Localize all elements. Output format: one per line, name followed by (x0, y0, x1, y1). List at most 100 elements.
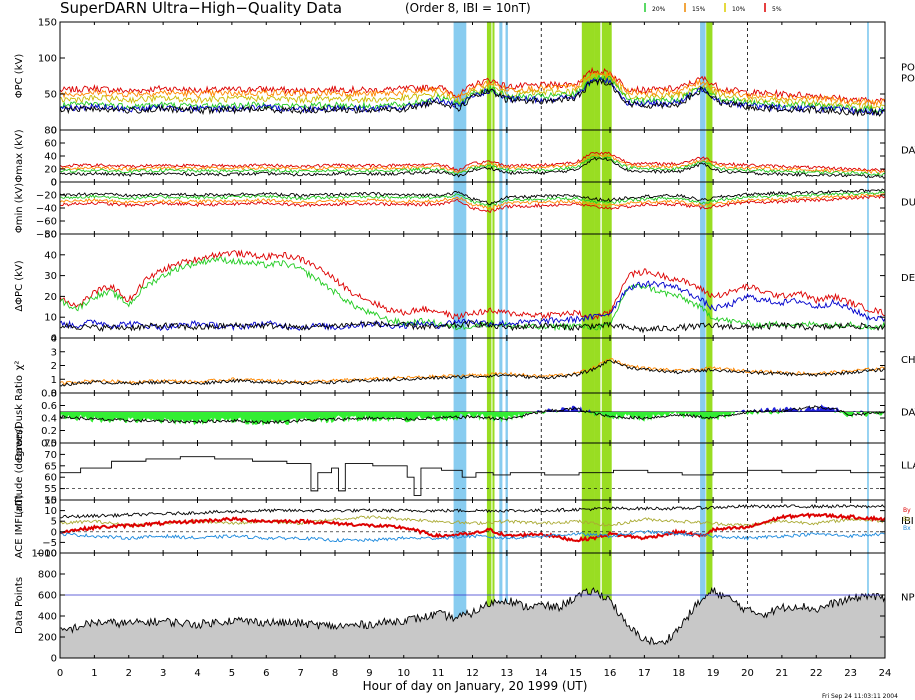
y-tick-label: 60 (44, 473, 57, 484)
x-tick-label: 19 (707, 668, 720, 679)
highlight-band (700, 443, 706, 500)
highlight-band (486, 338, 492, 393)
panel-chi_sq: 0 1 2 3 4 χ² CH (14, 334, 915, 400)
highlight-band (581, 22, 595, 130)
highlight-band (505, 500, 508, 553)
right-label: NP (901, 592, 915, 603)
y-axis-label: χ² (14, 361, 25, 371)
highlight-band (706, 22, 713, 130)
highlight-band (499, 443, 503, 500)
y-tick-label: 4 (51, 334, 57, 345)
y-tick-label: 75 (44, 439, 57, 450)
right-label: DAY (901, 145, 915, 156)
x-tick-label: 15 (569, 668, 582, 679)
x-tick-label: 1 (91, 668, 97, 679)
y-tick-label: 0 (51, 178, 57, 189)
highlight-band (594, 234, 601, 338)
x-tick-label: 3 (160, 668, 166, 679)
y-tick-label: 80 (44, 126, 57, 137)
highlight-band (867, 393, 869, 443)
y-tick-label: 100 (38, 54, 57, 65)
y-tick-label: 0.0 (41, 439, 57, 450)
highlight-band (601, 234, 612, 338)
highlight-band (492, 443, 495, 500)
series-line-red (60, 194, 885, 214)
x-tick-label: 20 (741, 668, 754, 679)
highlight-band (505, 22, 508, 130)
y-tick-label: 20 (44, 165, 57, 176)
y-tick-label: 0 (51, 178, 57, 189)
x-tick-label: 13 (501, 668, 514, 679)
y-axis-label: Dawn/Dusk Ratio (14, 375, 25, 461)
series-line-black (60, 503, 885, 519)
x-tick-label: 10 (397, 668, 410, 679)
panel-delta_phi: 0 10 20 30 40 50 ΔΦPC (kV) DE (14, 230, 915, 345)
series-line-black (60, 405, 885, 425)
panel-plot (60, 66, 885, 117)
highlight-band (499, 22, 503, 130)
x-tick-label: 17 (638, 668, 651, 679)
highlight-band (581, 393, 595, 443)
y-tick-label: 60 (44, 139, 57, 150)
x-tick-label: 6 (263, 668, 269, 679)
chart-title: SuperDARN Ultra−High−Quality Data (60, 0, 342, 17)
y-tick-label: −80 (36, 230, 57, 241)
highlight-band (700, 182, 706, 234)
right-label: DE (901, 273, 915, 284)
panel-plot (60, 358, 885, 387)
y-tick-label: 600 (38, 591, 57, 602)
y-tick-label: 40 (44, 250, 57, 261)
panel-plot (60, 188, 885, 214)
highlight-band (601, 500, 612, 553)
highlight-band (492, 338, 495, 393)
right-label: IBI (901, 516, 914, 527)
highlight-band (594, 182, 601, 234)
legend: 20% 15% 10% 5% (644, 3, 782, 13)
highlight-band (505, 338, 508, 393)
y-tick-label: 200 (38, 633, 57, 644)
panel-frame (59, 442, 886, 501)
series-line-green (60, 156, 885, 176)
series-line-red (60, 512, 885, 543)
panel-plot (60, 151, 885, 179)
highlight-band (581, 338, 595, 393)
y-tick-label: 3 (51, 347, 57, 358)
highlight-band (594, 500, 601, 553)
panel-plot (60, 586, 885, 658)
series-line-black (60, 319, 885, 334)
y-tick-label: −5 (42, 538, 57, 549)
x-axis-label: Hour of day on January, 20 1999 (UT) (363, 679, 588, 693)
panel-frame (59, 337, 886, 394)
panel-phi_min: −80 −60 −40 −20 0 Φmin (kV) DU (14, 178, 915, 241)
highlight-band (505, 443, 508, 500)
x-tick-label: 12 (466, 668, 479, 679)
panel-plot (60, 456, 885, 496)
highlight-band (505, 234, 508, 338)
x-tick-label: 22 (810, 668, 823, 679)
x-tick-label: 9 (366, 668, 372, 679)
highlight-band (700, 22, 706, 130)
y-tick-label: 15 (44, 496, 57, 507)
y-tick-label: 40 (44, 152, 57, 163)
highlight-band (505, 130, 508, 182)
panel-npoints: 0 200 400 600 800 1000 Data Points NP (14, 549, 915, 665)
y-tick-label: 50 (44, 90, 57, 101)
highlight-band (601, 393, 612, 443)
y-axis-label: Φmax (kV) (14, 129, 25, 182)
y-tick-label: 20 (44, 292, 57, 303)
series-line-yellow (60, 73, 885, 111)
panel-frame (59, 233, 886, 339)
series-line-blue (60, 280, 885, 332)
x-tick-label: 5 (229, 668, 235, 679)
y-tick-label: 30 (44, 271, 57, 282)
y-tick-label: 50 (44, 496, 57, 507)
series-line-orange (60, 192, 885, 210)
highlight-band (453, 500, 467, 553)
y-axis-label: Latitude (degrees) (14, 425, 25, 517)
highlight-band (505, 182, 508, 234)
panel-ratio: 0.0 0.20.4 0.60.8 Dawn/Dusk Ratio DAY (14, 375, 915, 461)
highlight-band (867, 182, 869, 234)
